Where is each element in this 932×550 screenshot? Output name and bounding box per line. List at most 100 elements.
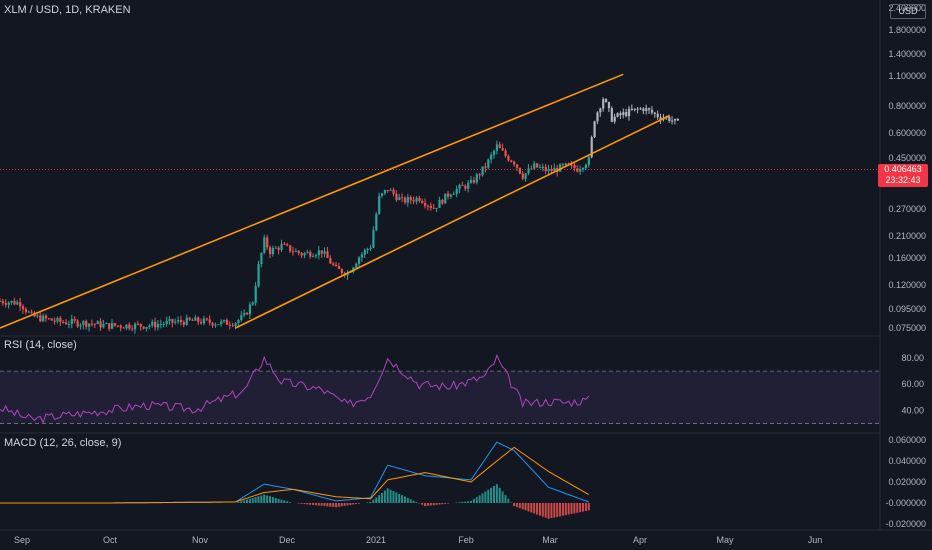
- candle-body: [156, 324, 160, 328]
- candle-body: [498, 144, 501, 149]
- candle-body: [335, 264, 338, 267]
- candle-body: [567, 163, 570, 165]
- macd-histogram-bar: [587, 503, 590, 511]
- candle-body: [484, 166, 487, 168]
- candle-body: [286, 244, 289, 246]
- candle-body: [584, 164, 588, 169]
- candle-body: [481, 166, 484, 176]
- macd-histogram-bar: [343, 503, 346, 506]
- candle-body: [470, 180, 473, 183]
- macd-histogram-bar: [464, 501, 467, 503]
- candle-body: [271, 248, 275, 255]
- macd-histogram-bar: [406, 497, 409, 503]
- macd-histogram-bar: [487, 489, 490, 503]
- candle-body: [177, 319, 180, 322]
- macd-histogram-bar: [251, 497, 254, 503]
- candle-body: [395, 193, 398, 200]
- macd-histogram-bar: [435, 503, 438, 505]
- candle-body: [228, 324, 231, 326]
- candle-body: [579, 169, 582, 172]
- macd-histogram-bar: [340, 503, 343, 507]
- candle-body: [633, 108, 636, 110]
- candle-body: [357, 257, 361, 264]
- candle-body: [223, 319, 226, 322]
- candle-body: [122, 327, 125, 329]
- macd-histogram-bar: [329, 503, 332, 507]
- candle-body: [251, 302, 254, 305]
- candle-body: [162, 324, 165, 326]
- candle-body: [392, 189, 395, 194]
- candle-body: [676, 118, 679, 121]
- candle-body: [1, 301, 5, 304]
- candle-body: [220, 321, 223, 325]
- candle-body: [59, 318, 62, 322]
- candle-body: [458, 184, 461, 189]
- candle-body: [99, 321, 102, 328]
- currency-badge[interactable]: USD: [890, 4, 926, 19]
- candle-body: [403, 197, 407, 203]
- candle-body: [326, 251, 329, 258]
- candle-body: [323, 251, 326, 254]
- candle-body: [168, 319, 171, 321]
- candle-body: [587, 156, 590, 165]
- candle-body: [337, 266, 341, 269]
- candle-body: [607, 102, 611, 109]
- candle-body: [464, 185, 467, 189]
- macd-histogram-bar: [277, 498, 280, 503]
- macd-histogram-bar: [317, 503, 320, 506]
- candle-body: [576, 168, 579, 172]
- candle-body: [125, 324, 128, 329]
- candle-body: [653, 112, 657, 114]
- candle-body: [314, 255, 318, 257]
- candle-body: [151, 321, 154, 326]
- candle-body: [200, 321, 203, 324]
- macd-histogram-bar: [544, 503, 547, 518]
- macd-tick-label: -0.000000: [885, 498, 926, 508]
- candle-body: [645, 108, 648, 111]
- macd-histogram-bar: [495, 484, 498, 503]
- macd-histogram-bar: [467, 501, 470, 503]
- macd-histogram-bar: [561, 503, 564, 516]
- candle-body: [211, 322, 214, 326]
- candle-body: [44, 315, 48, 319]
- candle-body: [389, 189, 392, 191]
- macd-histogram-bar: [398, 493, 401, 503]
- macd-histogram-bar: [432, 503, 435, 506]
- macd-histogram-bar: [470, 500, 473, 503]
- candle-body: [136, 323, 140, 325]
- macd-histogram-bar: [444, 503, 447, 504]
- macd-histogram-bar: [245, 499, 248, 503]
- macd-histogram-bar: [521, 503, 524, 510]
- macd-histogram-bar: [438, 503, 441, 505]
- candle-body: [599, 108, 602, 113]
- candle-body: [111, 323, 114, 329]
- candle-body: [217, 324, 220, 326]
- macd-histogram-bar: [369, 501, 372, 503]
- macd-histogram-bar: [461, 501, 464, 503]
- candle-body: [332, 263, 335, 265]
- price-tick-label: 0.600000: [888, 128, 926, 138]
- candle-body: [263, 237, 266, 253]
- price-tick-label: 1.100000: [888, 71, 926, 81]
- macd-histogram-bar: [421, 503, 424, 505]
- candle-body: [455, 188, 458, 194]
- candle-body: [21, 306, 25, 310]
- channel-lower-line: [235, 115, 670, 329]
- candle-body: [257, 263, 260, 287]
- candle-body: [108, 323, 111, 329]
- macd-histogram-bar: [240, 501, 243, 503]
- macd-histogram-bar: [541, 503, 544, 517]
- candle-body: [0, 301, 2, 303]
- candle-body: [30, 311, 33, 313]
- macd-histogram-bar: [286, 501, 289, 503]
- macd-histogram-bar: [524, 503, 527, 511]
- macd-histogram-bar: [515, 503, 518, 508]
- candle-body: [67, 324, 71, 326]
- candle-body: [248, 304, 252, 315]
- macd-histogram-bar: [237, 502, 240, 503]
- candle-body: [472, 180, 476, 183]
- candle-body: [415, 197, 418, 202]
- candle-body: [487, 159, 490, 168]
- candle-body: [243, 312, 246, 316]
